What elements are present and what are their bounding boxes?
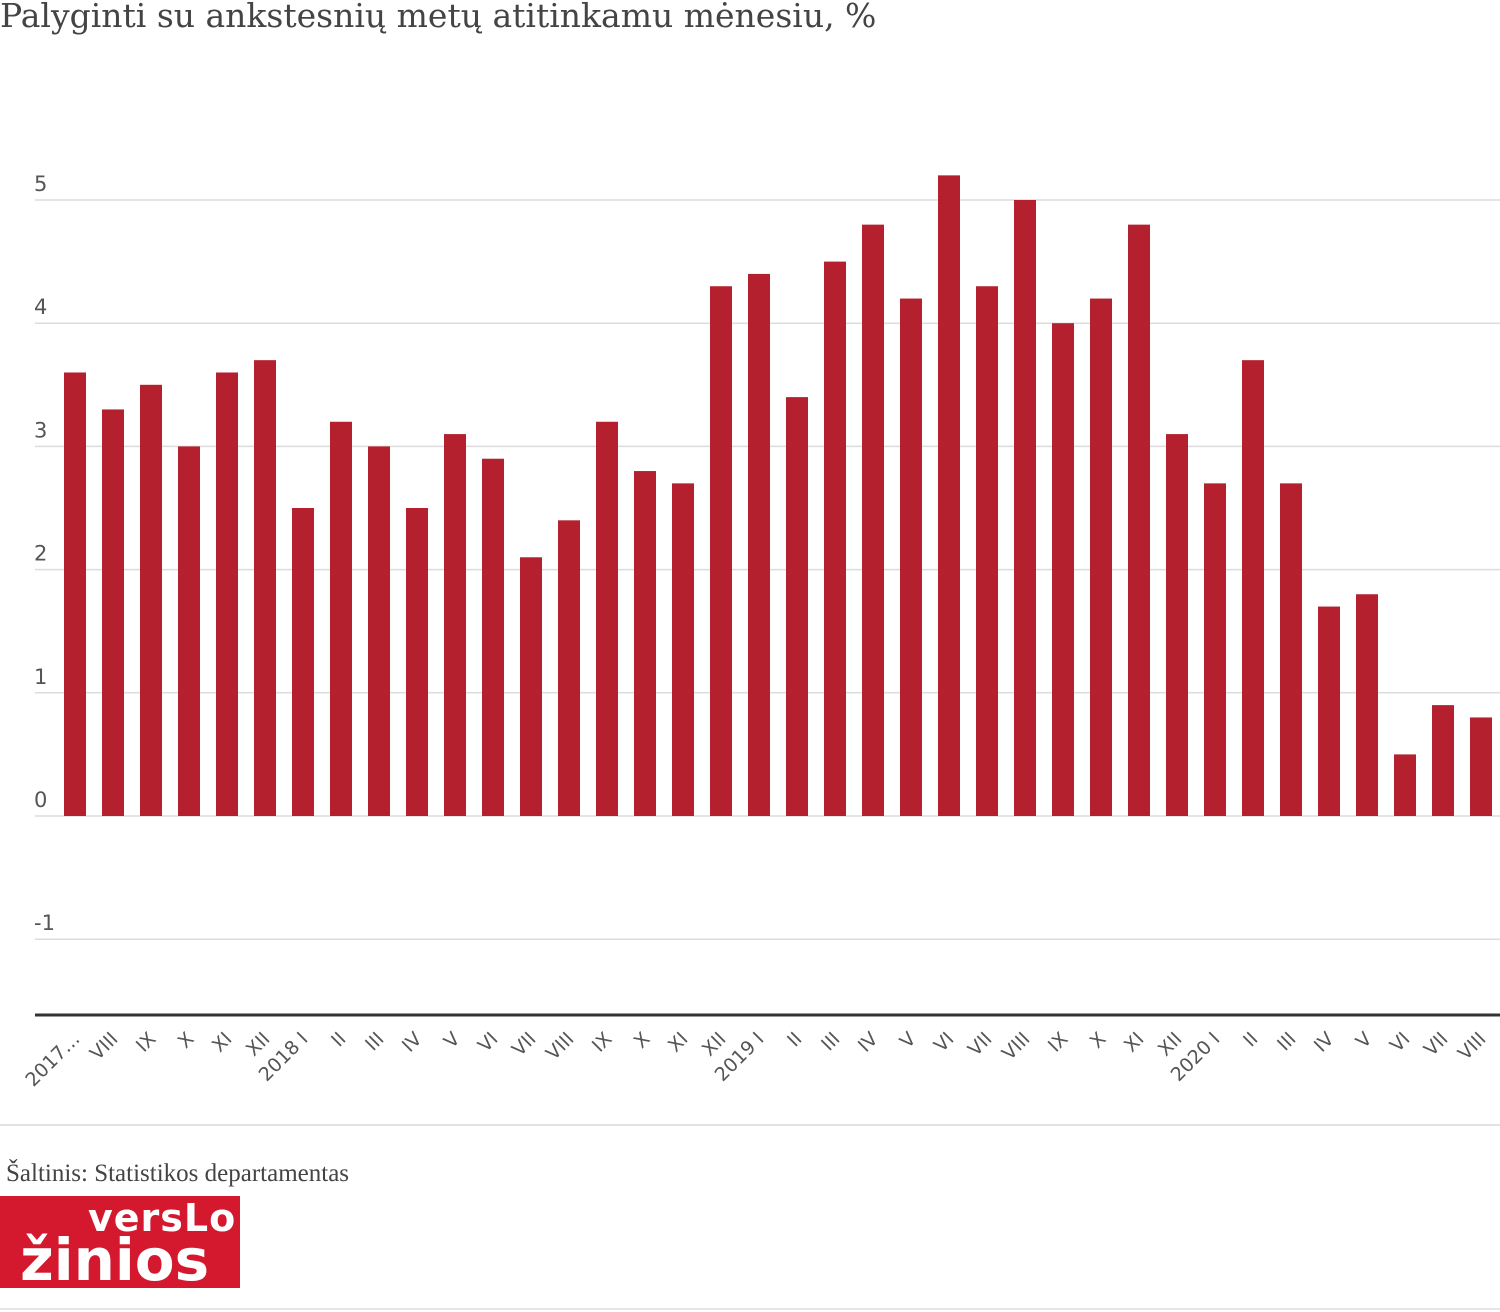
bar bbox=[64, 372, 86, 816]
bar bbox=[710, 286, 732, 816]
bar bbox=[1432, 705, 1454, 816]
x-tick-label: 2017… bbox=[21, 1028, 84, 1091]
x-tick-label: V bbox=[896, 1028, 921, 1053]
bar bbox=[520, 557, 542, 816]
y-tick-label: 2 bbox=[34, 542, 47, 566]
x-tick-label: X bbox=[1086, 1028, 1111, 1053]
x-tick-label: IV bbox=[854, 1028, 883, 1057]
x-tick-label: XI bbox=[664, 1028, 693, 1057]
bar bbox=[444, 434, 466, 816]
bar bbox=[672, 483, 694, 816]
x-tick-label: X bbox=[174, 1028, 199, 1053]
y-tick-label: 1 bbox=[34, 665, 47, 689]
bar bbox=[330, 421, 352, 816]
x-tick-label: VII bbox=[1420, 1028, 1453, 1061]
x-tick-label: IX bbox=[132, 1028, 161, 1057]
x-tick-label: X bbox=[630, 1028, 655, 1053]
bar bbox=[938, 175, 960, 817]
x-tick-label: VI bbox=[474, 1028, 503, 1057]
logo-line-1: versLo bbox=[88, 1196, 237, 1240]
y-tick-label: 4 bbox=[34, 295, 47, 319]
x-tick-label: V bbox=[440, 1028, 465, 1053]
bar bbox=[1204, 483, 1226, 816]
bar bbox=[1014, 200, 1036, 816]
bar bbox=[406, 508, 428, 816]
y-tick-label: -1 bbox=[34, 911, 55, 935]
bar bbox=[824, 261, 846, 817]
x-tick-label: II bbox=[783, 1028, 806, 1051]
x-tick-label: IV bbox=[398, 1028, 427, 1057]
divider bbox=[0, 1308, 1500, 1310]
bar bbox=[102, 409, 124, 816]
bar bbox=[1128, 224, 1150, 816]
x-tick-label: XI bbox=[1120, 1028, 1149, 1057]
bar bbox=[596, 421, 618, 816]
chart-title: Palyginti su ankstesnių metų atitinkamu … bbox=[0, 0, 877, 35]
divider bbox=[0, 1124, 1500, 1126]
bar bbox=[862, 224, 884, 816]
x-tick-label: V bbox=[1352, 1028, 1377, 1053]
x-tick-label: II bbox=[327, 1028, 350, 1051]
y-tick-label: 3 bbox=[34, 418, 47, 442]
bar bbox=[140, 384, 162, 816]
y-tick-label: 5 bbox=[34, 172, 47, 196]
bar bbox=[292, 508, 314, 816]
bar bbox=[786, 397, 808, 816]
bar bbox=[634, 471, 656, 816]
x-tick-label: VIII bbox=[1454, 1028, 1491, 1065]
x-tick-label: VIII bbox=[542, 1028, 579, 1065]
bar bbox=[1280, 483, 1302, 816]
bar bbox=[1318, 606, 1340, 816]
bar bbox=[216, 372, 238, 816]
x-tick-label: IX bbox=[588, 1028, 617, 1057]
bar bbox=[1394, 754, 1416, 816]
x-tick-label: III bbox=[1273, 1028, 1300, 1055]
x-tick-label: IV bbox=[1310, 1028, 1339, 1057]
bar bbox=[1242, 360, 1264, 816]
bar bbox=[178, 446, 200, 816]
source-note: Šaltinis: Statistikos departamentas bbox=[6, 1160, 350, 1187]
x-tick-label: III bbox=[817, 1028, 844, 1055]
bar bbox=[976, 286, 998, 816]
bar bbox=[1470, 717, 1492, 816]
bar bbox=[1356, 594, 1378, 816]
x-tick-label: IX bbox=[1044, 1028, 1073, 1057]
x-tick-label: VI bbox=[1386, 1028, 1415, 1057]
bar bbox=[1090, 298, 1112, 816]
bar bbox=[368, 446, 390, 816]
x-tick-label: II bbox=[1239, 1028, 1262, 1051]
bar bbox=[1166, 434, 1188, 816]
logo-line-2: žinios bbox=[20, 1226, 210, 1294]
x-tick-label: III bbox=[361, 1028, 388, 1055]
bar bbox=[748, 273, 770, 816]
bar bbox=[482, 458, 504, 816]
x-tick-label: VIII bbox=[998, 1028, 1035, 1065]
bar bbox=[254, 360, 276, 816]
versl-zinios-logo: versLo žinios bbox=[0, 1196, 240, 1294]
x-tick-label: VIII bbox=[86, 1028, 123, 1065]
x-tick-label: VII bbox=[964, 1028, 997, 1061]
bar bbox=[558, 520, 580, 816]
y-tick-label: 0 bbox=[34, 788, 47, 812]
x-tick-label: XI bbox=[208, 1028, 237, 1057]
bar bbox=[900, 298, 922, 816]
x-tick-label: VII bbox=[508, 1028, 541, 1061]
x-tick-label: VI bbox=[930, 1028, 959, 1057]
bar bbox=[1052, 323, 1074, 816]
